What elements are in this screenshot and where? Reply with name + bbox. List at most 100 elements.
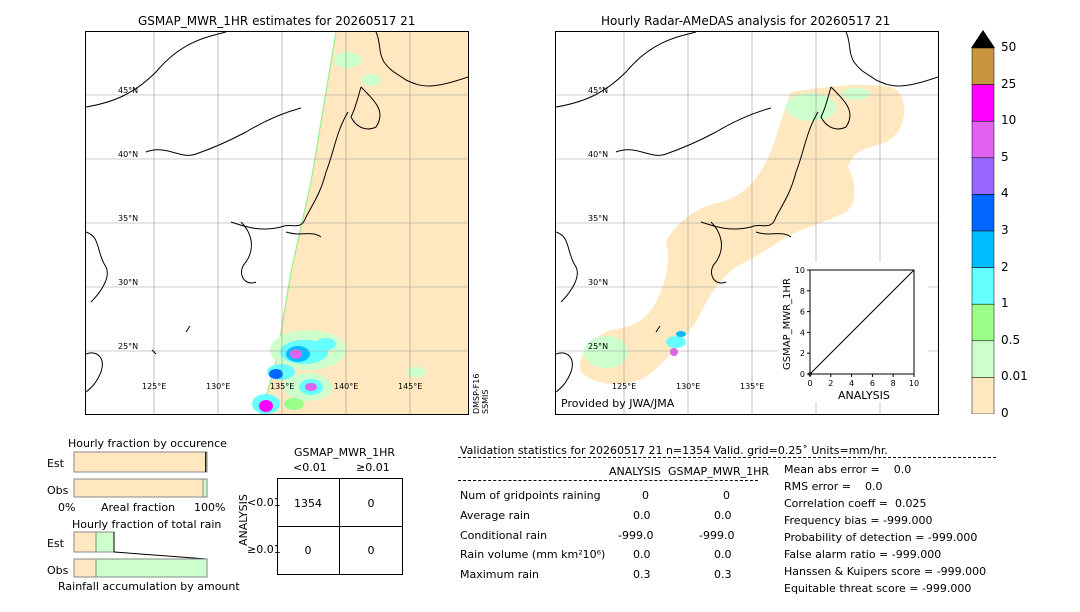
contingency-row-header: <0.01 <box>247 496 281 509</box>
score-line: Equitable threat score = -999.000 <box>784 582 972 595</box>
right-rain-cells <box>666 331 686 356</box>
contingency-col-header: <0.01 <box>293 461 327 474</box>
colorbar-tick-label: 10 <box>1001 113 1017 128</box>
occurrence-est-bar <box>73 451 208 473</box>
colorbar-swatch <box>971 120 995 159</box>
left-lon-label: 145°E <box>398 382 423 391</box>
colorbar-swatch <box>971 194 995 232</box>
validation-header: Validation statistics for 20260517 21 n=… <box>460 444 888 457</box>
colorbar-tick-label: 1 <box>1001 296 1009 311</box>
left-lat-label: 30°N <box>118 278 139 287</box>
right-lat-label: 25°N <box>588 342 609 351</box>
stat-analysis: 0.3 <box>633 568 651 581</box>
right-coastlines <box>556 32 938 393</box>
score-line: Correlation coeff = 0.025 <box>784 497 927 510</box>
scatter-diagonal <box>809 269 915 375</box>
totalrain-obs-bar <box>73 558 97 578</box>
left-gridlines <box>86 32 468 414</box>
stat-gsmap: 0 <box>723 489 730 502</box>
totalrain-est-segment <box>95 531 115 553</box>
totalrain-obs-segment <box>95 558 208 578</box>
colorbar-tick-label: 0 <box>1001 406 1009 420</box>
colorbar-swatch <box>971 340 995 378</box>
left-lon-label: 135°E <box>270 382 295 391</box>
stat-label: Maximum rain <box>460 568 539 581</box>
score-line: Hanssen & Kuipers score = -999.000 <box>784 565 987 578</box>
colorbar-swatch <box>971 157 995 195</box>
scatter-ylabel: GSMAP_MWR_1HR <box>782 278 793 370</box>
contingency-table: 1354 0 0 0 <box>277 478 403 575</box>
totalrain-obs-label: Obs <box>47 564 69 577</box>
stat-analysis: 0 <box>642 489 649 502</box>
right-lon-label: 135°E <box>740 382 765 391</box>
colorbar-tick-label: 4 <box>1001 186 1009 201</box>
score-line: False alarm ratio = -999.000 <box>784 548 942 561</box>
right-map-title: Hourly Radar-AMeDAS analysis for 2026051… <box>601 14 891 28</box>
scatter-y-tick-label: 2 <box>800 349 805 358</box>
validation-divider <box>458 457 996 458</box>
colorbar-tick-label: 5 <box>1001 149 1009 164</box>
scatter-xlabel: ANALYSIS <box>838 389 890 402</box>
right-map-canvas <box>556 32 938 414</box>
scatter-y-tick-label: 6 <box>800 308 805 317</box>
scatter-y-tick-label: 4 <box>800 328 805 337</box>
colorbar <box>971 30 995 415</box>
stat-analysis: 0.0 <box>633 548 651 561</box>
left-map-canvas <box>86 32 468 414</box>
colorbar-extend-arrow <box>971 30 995 48</box>
colorbar-swatch <box>971 303 995 342</box>
right-lat-label: 35°N <box>588 214 609 223</box>
occurrence-title: Hourly fraction by occurence <box>68 437 227 450</box>
colorbar-tick-label: 0.01 <box>1001 369 1028 384</box>
colorbar-swatch <box>971 84 995 122</box>
totalrain-title: Hourly fraction of total rain <box>72 518 222 531</box>
scatter-y-tick-label: 0 <box>800 370 805 379</box>
right-lat-label: 45°N <box>588 86 609 95</box>
contingency-cell: 0 <box>367 497 375 510</box>
scatter-y-tick-label: 8 <box>800 287 805 296</box>
right-lat-label: 30°N <box>588 278 609 287</box>
stat-gsmap: -999.0 <box>699 529 735 542</box>
validation-table-divider <box>458 480 758 481</box>
colorbar-tick-label: 3 <box>1001 223 1009 237</box>
left-map <box>85 31 469 415</box>
stat-gsmap: 0.0 <box>714 548 732 561</box>
credit-text: Provided by JWA/JMA <box>561 397 675 410</box>
right-lat-label: 40°N <box>588 150 609 159</box>
stat-label: Average rain <box>460 509 530 522</box>
stat-gsmap: 0.0 <box>714 509 732 522</box>
contingency-row-header: ≥0.01 <box>247 543 281 556</box>
score-line: RMS error = 0.0 <box>784 480 883 493</box>
colorbar-swatch <box>971 47 995 85</box>
left-lat-label: 40°N <box>118 150 139 159</box>
occurrence-est-label: Est <box>47 457 64 470</box>
sensor-label: DMSP-F16 SSMIS <box>472 373 490 414</box>
occurrence-xlabel: Areal fraction <box>101 501 176 514</box>
stat-label: Rain volume (mm km²10⁶) <box>460 548 606 561</box>
score-line: Mean abs error = 0.0 <box>784 463 912 476</box>
validation-col-analysis: ANALYSIS <box>609 465 661 478</box>
scatter-inset: 0 2 4 6 8 10 0 2 4 6 8 10 <box>778 262 928 402</box>
occurrence-obs-remainder <box>202 478 208 498</box>
contingency-cell: 0 <box>367 544 375 557</box>
right-lon-label: 125°E <box>612 382 637 391</box>
contingency-cell: 1354 <box>294 497 322 510</box>
right-lon-label: 130°E <box>676 382 701 391</box>
left-lon-label: 125°E <box>142 382 167 391</box>
colorbar-swatch <box>971 230 995 268</box>
stat-analysis: -999.0 <box>618 529 654 542</box>
occurrence-obs-bar <box>73 478 208 498</box>
stat-label: Num of gridpoints raining <box>460 489 601 502</box>
score-line: Probability of detection = -999.000 <box>784 531 978 544</box>
stat-gsmap: 0.3 <box>714 568 732 581</box>
scatter-x-tick-label: 2 <box>828 379 833 388</box>
contingency-col-header: ≥0.01 <box>356 461 390 474</box>
left-rain-cells <box>252 330 426 414</box>
left-lat-label: 45°N <box>118 86 139 95</box>
left-map-title: GSMAP_MWR_1HR estimates for 20260517 21 <box>138 14 416 28</box>
left-coastlines <box>86 32 468 393</box>
colorbar-swatch <box>971 377 995 415</box>
fraction-svg <box>73 451 208 578</box>
occurrence-x-right: 100% <box>194 501 226 514</box>
score-line: Frequency bias = -999.000 <box>784 514 933 527</box>
